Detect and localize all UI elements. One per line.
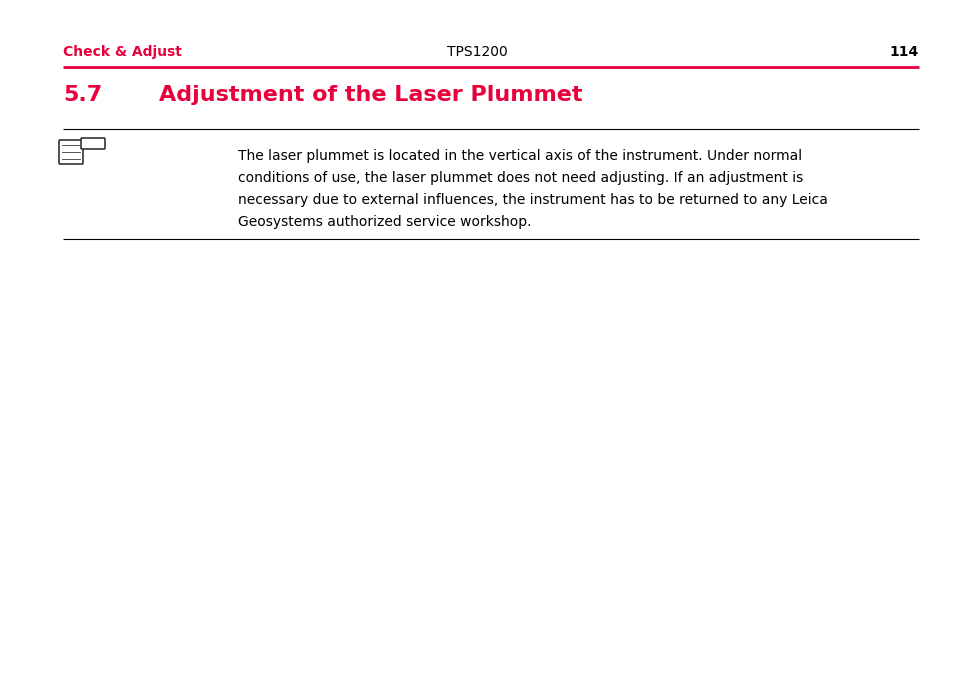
Text: Geosystems authorized service workshop.: Geosystems authorized service workshop.	[237, 215, 531, 229]
Text: conditions of use, the laser plummet does not need adjusting. If an adjustment i: conditions of use, the laser plummet doe…	[237, 171, 802, 185]
FancyBboxPatch shape	[81, 138, 105, 149]
FancyBboxPatch shape	[59, 140, 83, 164]
Text: 114: 114	[889, 45, 918, 59]
Text: 5.7: 5.7	[63, 85, 102, 105]
Text: Adjustment of the Laser Plummet: Adjustment of the Laser Plummet	[159, 85, 582, 105]
Text: The laser plummet is located in the vertical axis of the instrument. Under norma: The laser plummet is located in the vert…	[237, 149, 801, 163]
Text: Check & Adjust: Check & Adjust	[63, 45, 182, 59]
Text: necessary due to external influences, the instrument has to be returned to any L: necessary due to external influences, th…	[237, 193, 827, 207]
Text: TPS1200: TPS1200	[446, 45, 507, 59]
